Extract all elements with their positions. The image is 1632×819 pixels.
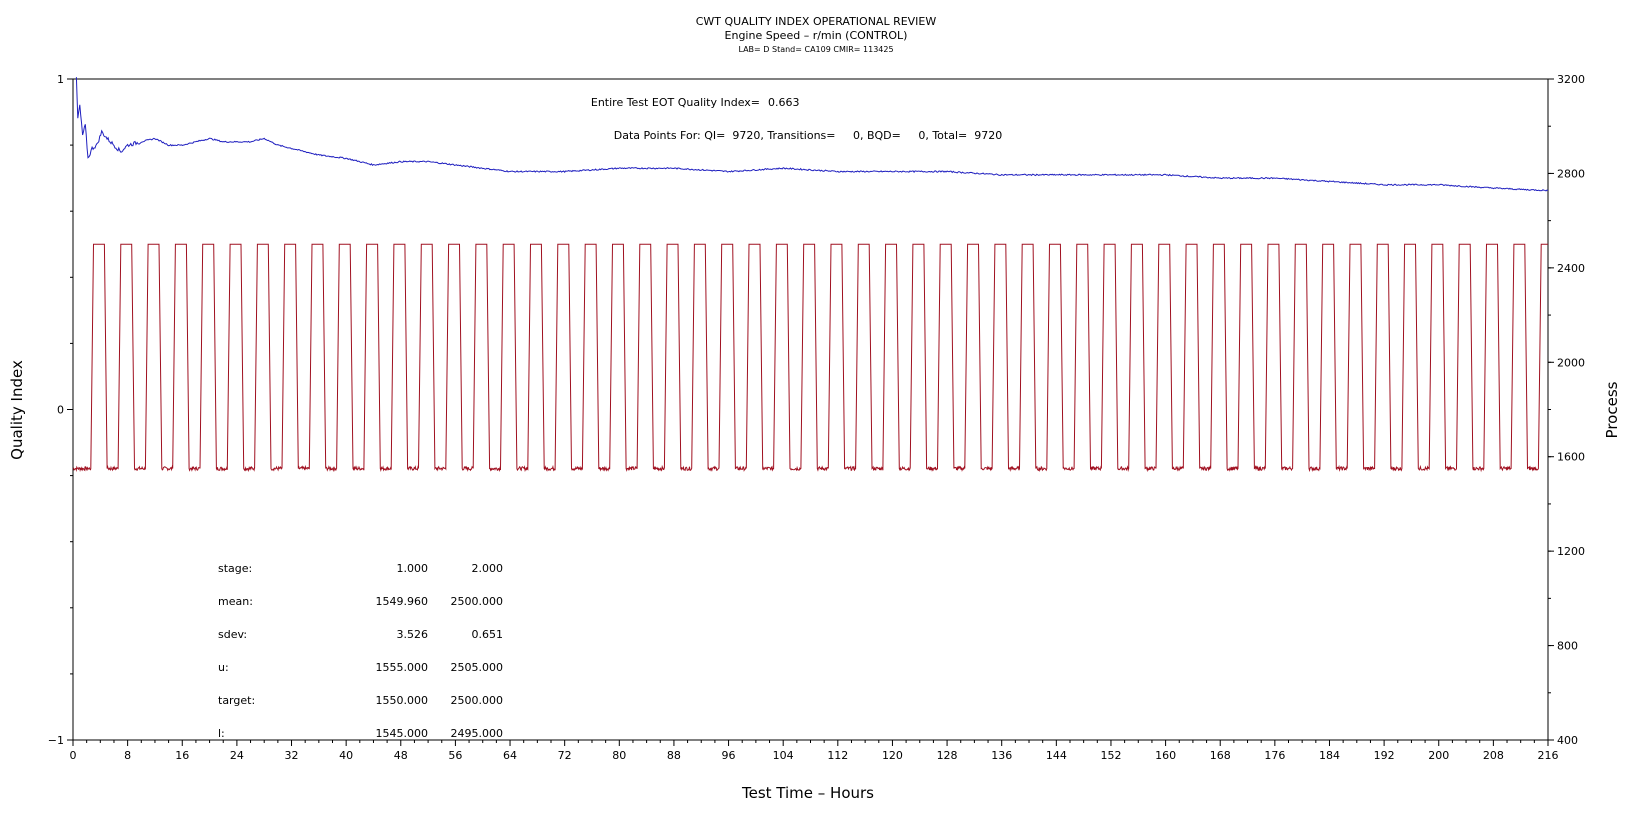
stat-label: stage:: [218, 562, 252, 575]
x-tick-label: 112: [827, 749, 848, 762]
x-tick-label: 192: [1374, 749, 1395, 762]
x-tick-label: 176: [1264, 749, 1285, 762]
stat-value-stage-2: 2500.000: [451, 694, 504, 707]
stat-value-stage-2: 2505.000: [451, 661, 504, 674]
stat-value-stage-1: 1550.000: [376, 694, 429, 707]
stat-label: mean:: [218, 595, 253, 608]
stat-value-stage-1: 1549.960: [376, 595, 429, 608]
stat-value-stage-2: 2500.000: [451, 595, 504, 608]
y-axis-left-label: Quality Index: [8, 360, 26, 460]
y-left-tick-label: 1: [57, 73, 64, 86]
x-tick-label: 8: [124, 749, 131, 762]
stat-value-stage-1: 3.526: [397, 628, 429, 641]
stat-value-stage-2: 2495.000: [451, 727, 504, 740]
x-tick-label: 184: [1319, 749, 1340, 762]
eot-quality-label: Entire Test EOT Quality Index=: [591, 96, 760, 109]
y-axis-right-label: Process: [1603, 381, 1621, 438]
x-tick-label: 208: [1483, 749, 1504, 762]
x-tick-label: 160: [1155, 749, 1176, 762]
stat-value-stage-1: 1545.000: [376, 727, 429, 740]
chart-subtitle-meta: LAB= D Stand= CA109 CMIR= 113425: [738, 45, 893, 54]
x-tick-label: 0: [70, 749, 77, 762]
x-tick-label: 200: [1428, 749, 1449, 762]
y-left-tick-label: 0: [57, 404, 64, 417]
series-line-quality-index: [75, 77, 1549, 192]
chart-subtitle: Engine Speed – r/min (CONTROL): [725, 29, 908, 42]
y-left-tick-label: −1: [48, 734, 64, 747]
x-tick-label: 56: [448, 749, 462, 762]
x-tick-label: 216: [1538, 749, 1559, 762]
y-right-tick-label: 2800: [1557, 167, 1585, 180]
x-tick-label: 64: [503, 749, 517, 762]
stat-value-stage-2: 2.000: [472, 562, 504, 575]
stat-label: target:: [218, 694, 255, 707]
data-points-note: Data Points For: QI= 9720, Transitions= …: [614, 129, 1002, 142]
y-right-tick-label: 2000: [1557, 356, 1585, 369]
stat-value-stage-2: 0.651: [472, 628, 504, 641]
x-tick-label: 80: [612, 749, 626, 762]
stat-label: l:: [218, 727, 225, 740]
x-tick-label: 136: [991, 749, 1012, 762]
chart-title: CWT QUALITY INDEX OPERATIONAL REVIEW: [696, 15, 937, 28]
x-axis-label: Test Time – Hours: [741, 784, 874, 802]
stat-label: u:: [218, 661, 229, 674]
x-axis: 0 8 16 24 32 40 48 56 64 72 80 88 96 104 112 120 128 136 1…: [70, 740, 1559, 762]
y-right-tick-label: 1200: [1557, 545, 1585, 558]
x-tick-label: 168: [1210, 749, 1231, 762]
x-tick-label: 88: [667, 749, 681, 762]
y-right-tick-label: 2400: [1557, 262, 1585, 275]
y-right-tick-label: 3200: [1557, 73, 1585, 86]
x-tick-label: 40: [339, 749, 353, 762]
y-right-tick-label: 400: [1557, 734, 1578, 747]
series-line-process: [72, 243, 1548, 473]
y-right-tick-label: 1600: [1557, 451, 1585, 464]
x-tick-label: 120: [882, 749, 903, 762]
x-tick-label: 48: [394, 749, 408, 762]
x-tick-label: 144: [1046, 749, 1067, 762]
stats-table: stage: 1.000 2.000 mean: 1549.960 2500.000 sde…: [218, 562, 503, 740]
y-axis-left: −1 0 1: [48, 73, 73, 747]
x-tick-label: 128: [937, 749, 958, 762]
x-tick-label: 32: [285, 749, 299, 762]
stat-value-stage-1: 1.000: [397, 562, 429, 575]
y-axis-right: 400 800 1200 1600 2000 2400 2800 3200: [1548, 73, 1585, 747]
x-tick-label: 72: [558, 749, 572, 762]
x-tick-label: 104: [773, 749, 794, 762]
plot-frame: [72, 78, 1549, 741]
x-tick-label: 152: [1100, 749, 1121, 762]
x-tick-label: 96: [722, 749, 736, 762]
x-tick-label: 16: [175, 749, 189, 762]
stat-value-stage-1: 1555.000: [376, 661, 429, 674]
stat-label: sdev:: [218, 628, 247, 641]
x-tick-label: 24: [230, 749, 244, 762]
y-right-tick-label: 800: [1557, 640, 1578, 653]
eot-quality-value: 0.663: [768, 96, 800, 109]
